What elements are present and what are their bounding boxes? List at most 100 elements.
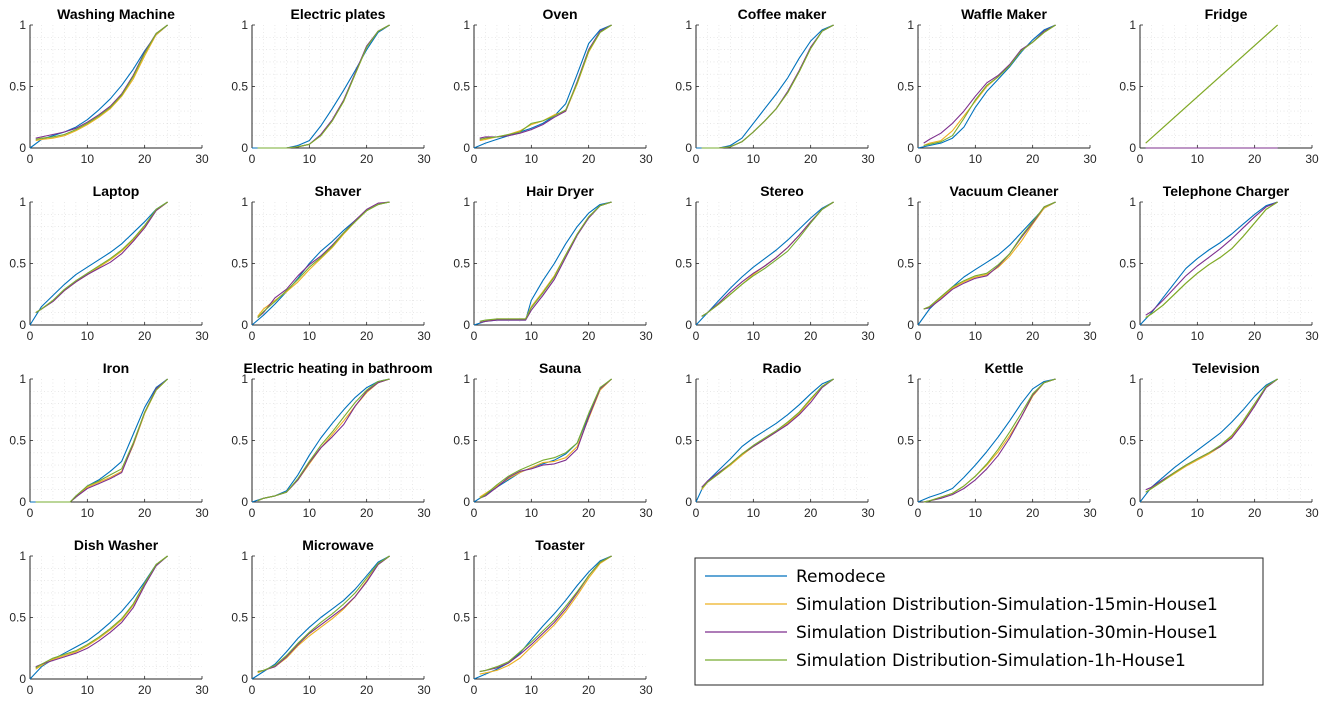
x-tick-label: 20 bbox=[360, 683, 374, 697]
series-line-sim15 bbox=[479, 555, 612, 675]
series-line-sim1h bbox=[701, 201, 834, 317]
series-line-sim30 bbox=[1145, 378, 1278, 491]
panel-5: 0 10 20 30 0 0.5 1 Fridge bbox=[1119, 6, 1319, 166]
x-tick-label: 20 bbox=[1248, 152, 1262, 166]
y-tick-label: 0.5 bbox=[1119, 257, 1136, 271]
panel-title: Oven bbox=[542, 6, 577, 22]
series-line-remodece bbox=[917, 378, 1056, 503]
panel-title: Coffee maker bbox=[738, 6, 827, 22]
panel-title: Radio bbox=[763, 360, 802, 376]
x-tick-label: 0 bbox=[693, 329, 700, 343]
y-tick-label: 0 bbox=[1129, 495, 1136, 509]
y-tick-label: 0.5 bbox=[231, 80, 248, 94]
x-tick-label: 0 bbox=[249, 683, 256, 697]
y-tick-label: 0 bbox=[463, 495, 470, 509]
panel-12: 0 10 20 30 0 0.5 1 Iron bbox=[9, 360, 209, 520]
y-tick-label: 0 bbox=[19, 495, 26, 509]
y-tick-label: 0 bbox=[1129, 141, 1136, 155]
y-tick-label: 1 bbox=[19, 549, 26, 563]
y-tick-label: 1 bbox=[1129, 372, 1136, 386]
y-tick-label: 0 bbox=[907, 495, 914, 509]
series-line-remodece bbox=[29, 24, 168, 149]
panel-1: 0 10 20 30 0 0.5 1 Electric plates bbox=[231, 6, 431, 166]
panel-10: 0 10 20 30 0 0.5 1 Vacuum Cleaner bbox=[897, 183, 1097, 343]
series-line-remodece bbox=[29, 201, 168, 326]
x-tick-label: 0 bbox=[1137, 329, 1144, 343]
x-tick-label: 30 bbox=[195, 683, 209, 697]
x-tick-label: 30 bbox=[417, 152, 431, 166]
y-tick-label: 0.5 bbox=[897, 434, 914, 448]
x-tick-label: 10 bbox=[1191, 152, 1205, 166]
series-line-sim30 bbox=[35, 201, 168, 314]
x-tick-label: 30 bbox=[639, 683, 653, 697]
panel-title: Laptop bbox=[93, 183, 140, 199]
y-tick-label: 0.5 bbox=[897, 80, 914, 94]
series-line-sim1h bbox=[1145, 24, 1278, 144]
y-tick-label: 1 bbox=[463, 549, 470, 563]
series-line-sim15 bbox=[257, 378, 390, 502]
y-tick-label: 0.5 bbox=[453, 80, 470, 94]
y-tick-label: 0.5 bbox=[1119, 80, 1136, 94]
panel-17: 0 10 20 30 0 0.5 1 Television bbox=[1119, 360, 1319, 520]
series-line-remodece bbox=[473, 555, 612, 680]
x-tick-label: 10 bbox=[747, 329, 761, 343]
x-tick-label: 0 bbox=[27, 329, 34, 343]
y-tick-label: 1 bbox=[463, 372, 470, 386]
panel-4: 0 10 20 30 0 0.5 1 Waffle Maker bbox=[897, 6, 1097, 166]
x-tick-label: 0 bbox=[1137, 152, 1144, 166]
y-tick-label: 1 bbox=[241, 549, 248, 563]
x-tick-label: 30 bbox=[1305, 506, 1319, 520]
y-tick-label: 1 bbox=[685, 372, 692, 386]
y-tick-label: 1 bbox=[19, 372, 26, 386]
panel-title: Kettle bbox=[985, 360, 1024, 376]
panel-title: Waffle Maker bbox=[961, 6, 1047, 22]
y-tick-label: 0 bbox=[19, 141, 26, 155]
x-tick-label: 10 bbox=[525, 329, 539, 343]
panel-title: Sauna bbox=[539, 360, 581, 376]
y-tick-label: 0 bbox=[241, 318, 248, 332]
panel-19: 0 10 20 30 0 0.5 1 Microwave bbox=[231, 537, 431, 697]
panel-title: Stereo bbox=[760, 183, 804, 199]
y-tick-label: 0 bbox=[1129, 318, 1136, 332]
series-line-sim1h bbox=[257, 378, 390, 502]
panel-3: 0 10 20 30 0 0.5 1 Coffee maker bbox=[675, 6, 875, 166]
y-tick-label: 0.5 bbox=[9, 434, 26, 448]
series-line-remodece bbox=[917, 24, 1056, 149]
panel-18: 0 10 20 30 0 0.5 1 Dish Washer bbox=[9, 537, 209, 697]
x-tick-label: 20 bbox=[1026, 152, 1040, 166]
x-tick-label: 0 bbox=[1137, 506, 1144, 520]
y-tick-label: 1 bbox=[463, 18, 470, 32]
series-line-sim15 bbox=[479, 201, 612, 324]
x-tick-label: 0 bbox=[915, 506, 922, 520]
panel-title: Washing Machine bbox=[57, 6, 175, 22]
series-line-sim30 bbox=[923, 378, 1056, 503]
x-tick-label: 10 bbox=[1191, 506, 1205, 520]
x-tick-label: 10 bbox=[747, 152, 761, 166]
series-line-sim30 bbox=[701, 201, 834, 317]
y-tick-label: 1 bbox=[907, 195, 914, 209]
series-line-sim30 bbox=[701, 378, 834, 488]
y-tick-label: 0 bbox=[907, 318, 914, 332]
x-tick-label: 10 bbox=[525, 506, 539, 520]
x-tick-label: 0 bbox=[249, 329, 256, 343]
y-tick-label: 0.5 bbox=[9, 257, 26, 271]
series-line-sim15 bbox=[35, 24, 168, 142]
x-tick-label: 0 bbox=[915, 329, 922, 343]
x-tick-label: 10 bbox=[1191, 329, 1205, 343]
x-tick-label: 10 bbox=[525, 152, 539, 166]
series-line-sim30 bbox=[35, 555, 168, 668]
series-line-sim15 bbox=[923, 24, 1056, 147]
y-tick-label: 0 bbox=[19, 672, 26, 686]
legend-label-sim15: Simulation Distribution-Simulation-15min… bbox=[796, 595, 1218, 615]
x-tick-label: 10 bbox=[303, 506, 317, 520]
x-tick-label: 30 bbox=[1083, 329, 1097, 343]
panel-title: Fridge bbox=[1205, 6, 1248, 22]
y-tick-label: 0.5 bbox=[9, 611, 26, 625]
x-tick-label: 0 bbox=[27, 152, 34, 166]
x-tick-label: 30 bbox=[861, 506, 875, 520]
y-tick-label: 1 bbox=[19, 18, 26, 32]
y-tick-label: 0.5 bbox=[675, 257, 692, 271]
series-line-sim30 bbox=[923, 201, 1056, 310]
series-line-remodece bbox=[251, 555, 390, 680]
y-tick-label: 0 bbox=[241, 495, 248, 509]
